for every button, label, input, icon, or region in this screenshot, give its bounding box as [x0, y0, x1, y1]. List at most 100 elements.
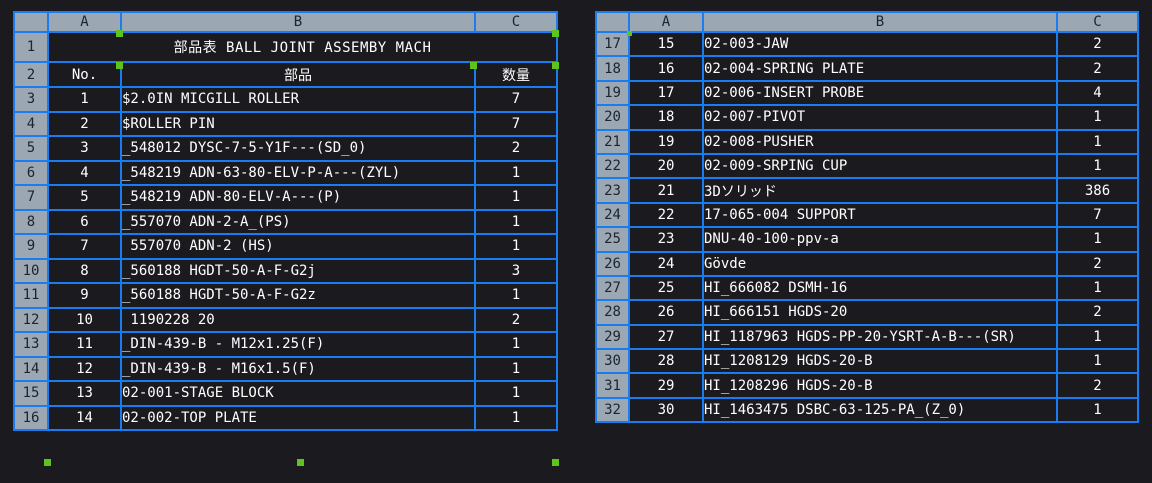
quantity-cell[interactable]: 2 [1056, 250, 1139, 277]
row-header[interactable]: 8 [13, 208, 49, 235]
part-name-cell[interactable]: HI_666082 DSMH-16 [702, 274, 1058, 302]
no-cell[interactable]: 29 [628, 372, 704, 399]
quantity-cell[interactable]: 1 [1056, 128, 1139, 155]
part-name-cell[interactable]: _DIN-439-B - M16x1.5(F) [120, 355, 476, 382]
no-cell[interactable]: 4 [47, 159, 122, 186]
no-cell[interactable]: 18 [628, 104, 704, 131]
qty-header-cell[interactable]: 数量 [474, 61, 558, 88]
no-cell[interactable]: 7 [47, 233, 122, 260]
no-cell[interactable]: 28 [628, 348, 704, 375]
no-cell[interactable]: 17 [628, 79, 704, 107]
part-name-cell[interactable]: 02-008-PUSHER [702, 128, 1058, 155]
row-header[interactable]: 10 [13, 257, 49, 284]
row-header[interactable]: 13 [13, 331, 49, 358]
column-header-c[interactable]: C [1056, 11, 1139, 33]
no-cell[interactable]: 15 [628, 30, 704, 58]
quantity-cell[interactable]: 1 [474, 331, 558, 358]
no-cell[interactable]: 3 [47, 135, 122, 162]
part-name-cell[interactable]: _560188 HGDT-50-A-F-G2j [120, 257, 476, 284]
no-cell[interactable]: 2 [47, 110, 122, 137]
part-name-cell[interactable]: DNU-40-100-ppv-a [702, 226, 1058, 253]
quantity-cell[interactable]: 3 [474, 257, 558, 284]
quantity-cell[interactable]: 1 [474, 355, 558, 382]
no-cell[interactable]: 14 [47, 404, 122, 431]
parts-list-table-left[interactable]: A B C 1 部品表 BALL JOINT ASSEMBY MACH 2 No… [13, 11, 558, 431]
no-cell[interactable]: 23 [628, 226, 704, 253]
quantity-cell[interactable]: 1 [1056, 348, 1139, 375]
quantity-cell[interactable]: 1 [474, 282, 558, 309]
no-cell[interactable]: 30 [628, 396, 704, 424]
part-name-cell[interactable]: _560188 HGDT-50-A-F-G2z [120, 282, 476, 309]
part-name-cell[interactable]: HI_1187963 HGDS-PP-20-YSRT-A-B---(SR) [702, 323, 1058, 351]
quantity-cell[interactable]: 1 [1056, 226, 1139, 253]
no-cell[interactable]: 20 [628, 152, 704, 180]
no-cell[interactable]: 8 [47, 257, 122, 284]
part-name-cell[interactable]: _548219 ADN-80-ELV-A---(P) [120, 184, 476, 211]
row-header[interactable]: 31 [595, 372, 630, 399]
selection-grip[interactable] [552, 459, 559, 466]
column-header-b[interactable]: B [120, 11, 476, 33]
quantity-cell[interactable]: 386 [1056, 177, 1139, 204]
part-name-cell[interactable]: 557070 ADN-2 (HS) [120, 233, 476, 260]
corner-cell[interactable] [595, 11, 630, 33]
row-header[interactable]: 26 [595, 250, 630, 277]
part-name-cell[interactable]: 02-003-JAW [702, 30, 1058, 58]
part-name-cell[interactable]: 17-065-004 SUPPORT [702, 201, 1058, 229]
part-name-cell[interactable]: HI_1208129 HGDS-20-B [702, 348, 1058, 375]
no-cell[interactable]: 1 [47, 86, 122, 113]
quantity-cell[interactable]: 1 [474, 159, 558, 186]
selection-grip[interactable] [116, 62, 123, 69]
part-name-cell[interactable]: _548012 DYSC-7-5-Y1F---(SD_0) [120, 135, 476, 162]
part-name-cell[interactable]: 3Dソリッド [702, 177, 1058, 204]
part-name-cell[interactable]: 02-007-PIVOT [702, 104, 1058, 131]
row-header[interactable]: 7 [13, 184, 49, 211]
no-cell[interactable]: 27 [628, 323, 704, 351]
quantity-cell[interactable]: 2 [474, 306, 558, 333]
selection-grip[interactable] [470, 62, 477, 69]
no-cell[interactable]: 10 [47, 306, 122, 333]
row-header[interactable]: 21 [595, 128, 630, 155]
parts-list-table-right[interactable]: A B C 17 15 02-003-JAW 2 18 16 02-004-SPRING P… [595, 11, 1139, 424]
quantity-cell[interactable]: 1 [474, 184, 558, 211]
column-header-a[interactable]: A [628, 11, 704, 33]
row-header[interactable]: 32 [595, 396, 630, 424]
no-cell[interactable]: 22 [628, 201, 704, 229]
quantity-cell[interactable]: 1 [1056, 274, 1139, 302]
quantity-cell[interactable]: 7 [1056, 201, 1139, 229]
quantity-cell[interactable]: 1 [474, 233, 558, 260]
row-header[interactable]: 18 [595, 55, 630, 82]
part-name-cell[interactable]: $ROLLER PIN [120, 110, 476, 137]
quantity-cell[interactable]: 1 [474, 208, 558, 235]
row-header[interactable]: 14 [13, 355, 49, 382]
no-cell[interactable]: 12 [47, 355, 122, 382]
quantity-cell[interactable]: 1 [1056, 152, 1139, 180]
row-header[interactable]: 19 [595, 79, 630, 107]
part-name-cell[interactable]: HI_1208296 HGDS-20-B [702, 372, 1058, 399]
row-header[interactable]: 27 [595, 274, 630, 302]
no-cell[interactable]: 26 [628, 299, 704, 326]
row-header[interactable]: 17 [595, 30, 630, 58]
column-header-b[interactable]: B [702, 11, 1058, 33]
part-name-cell[interactable]: $2.0IN MICGILL ROLLER [120, 86, 476, 113]
row-header[interactable]: 6 [13, 159, 49, 186]
row-header[interactable]: 24 [595, 201, 630, 229]
table-title-cell[interactable]: 部品表 BALL JOINT ASSEMBY MACH [47, 31, 558, 63]
part-name-cell[interactable]: 02-004-SPRING PLATE [702, 55, 1058, 82]
quantity-cell[interactable]: 2 [474, 135, 558, 162]
row-header[interactable]: 4 [13, 110, 49, 137]
quantity-cell[interactable]: 2 [1056, 30, 1139, 58]
row-header[interactable]: 29 [595, 323, 630, 351]
quantity-cell[interactable]: 2 [1056, 372, 1139, 399]
no-cell[interactable]: 6 [47, 208, 122, 235]
no-cell[interactable]: 16 [628, 55, 704, 82]
no-cell[interactable]: 19 [628, 128, 704, 155]
no-cell[interactable]: 11 [47, 331, 122, 358]
quantity-cell[interactable]: 1 [474, 404, 558, 431]
row-header[interactable]: 5 [13, 135, 49, 162]
part-name-cell[interactable]: 02-006-INSERT PROBE [702, 79, 1058, 107]
selection-grip[interactable] [116, 30, 123, 37]
no-cell[interactable]: 21 [628, 177, 704, 204]
quantity-cell[interactable]: 1 [1056, 323, 1139, 351]
part-name-cell[interactable]: _548219 ADN-63-80-ELV-P-A---(ZYL) [120, 159, 476, 186]
quantity-cell[interactable]: 1 [1056, 396, 1139, 424]
